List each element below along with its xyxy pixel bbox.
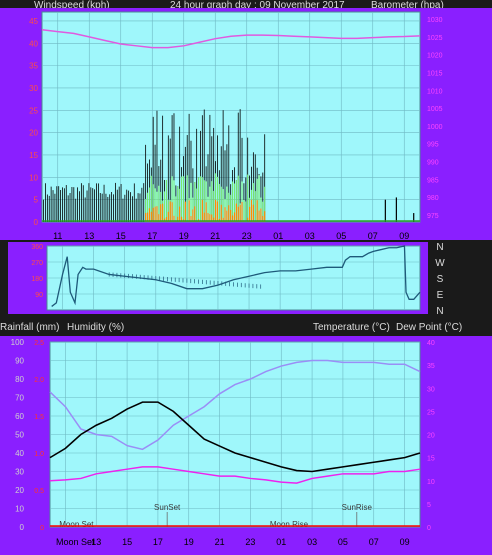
wind-tick-label: 45 (29, 17, 38, 26)
humidity-tick-label: 100 (11, 338, 25, 347)
wind-tick-label: 25 (29, 106, 38, 115)
temperature-tick-label: 25 (427, 409, 435, 416)
time-tick-label: 09 (399, 231, 409, 241)
moon-set-bottom-label: Moon Set (56, 537, 95, 547)
temperature-tick-label: 10 (427, 479, 435, 486)
humidity-tick-label: 60 (15, 412, 24, 421)
time-tick-label: 19 (184, 537, 194, 547)
time-tick-label: 13 (91, 537, 101, 547)
barometer-tick-label: 1005 (427, 106, 443, 113)
time-tick-label: 15 (116, 231, 126, 241)
direction-tick-label: 270 (31, 260, 43, 267)
barometer-series-line (41, 29, 421, 49)
compass-label: N (436, 242, 443, 253)
time-tick-label: 13 (84, 231, 94, 241)
event-annotation: SunRise (342, 503, 373, 512)
humidity-tick-label: 30 (15, 468, 24, 477)
barometer-tick-label: 1010 (427, 88, 443, 95)
event-annotation: Moon Set (59, 520, 94, 529)
time-tick-label: 03 (307, 537, 317, 547)
wind-tick-label: 35 (29, 62, 38, 71)
wind-tick-label: 5 (34, 196, 39, 205)
time-tick-label: 17 (147, 231, 157, 241)
time-tick-label: 01 (276, 537, 286, 547)
direction-tick-label: 90 (35, 292, 43, 299)
dewpoint-series-line (49, 466, 421, 484)
humidity-tick-label: 40 (15, 449, 24, 458)
time-tick-label: 07 (369, 537, 379, 547)
time-tick-label: 23 (245, 537, 255, 547)
barometer-tick-label: 1000 (427, 124, 443, 131)
compass-label: E (437, 290, 444, 301)
barometer-tick-label: 975 (427, 213, 439, 220)
wind-tick-label: 20 (29, 129, 38, 138)
wind-direction-series-line (51, 245, 421, 307)
rain-tick-label: 1.0 (34, 451, 44, 458)
barometer-tick-label: 1020 (427, 53, 443, 60)
time-tick-label: 03 (305, 231, 315, 241)
compass-label: W (435, 258, 445, 269)
humidity-tick-label: 0 (20, 523, 25, 532)
humidity-series-line (49, 359, 421, 451)
wind-tick-label: 30 (29, 84, 38, 93)
temperature-tick-label: 0 (427, 525, 431, 532)
temperature-tick-label: 15 (427, 456, 435, 463)
time-tick-label: 19 (179, 231, 189, 241)
time-tick-label: 17 (153, 537, 163, 547)
barometer-tick-label: 1030 (427, 17, 443, 24)
temperature-tick-label: 30 (427, 386, 435, 393)
humidity-tick-label: 20 (15, 486, 24, 495)
time-tick-label: 15 (122, 537, 132, 547)
temperature-tick-label: 5 (427, 502, 431, 509)
barometer-tick-label: 1025 (427, 35, 443, 42)
wind-tick-label: 10 (29, 173, 38, 182)
temperature-series-line (49, 401, 421, 473)
rain-tick-label: 2.0 (34, 377, 44, 384)
time-tick-label: 05 (338, 537, 348, 547)
rain-tick-label: 0 (40, 525, 44, 532)
humidity-tick-label: 70 (15, 394, 24, 403)
wind-tick-label: 15 (29, 151, 38, 160)
time-tick-label: 09 (400, 537, 410, 547)
wind-tick-label: 40 (29, 39, 38, 48)
direction-tick-label: 360 (31, 244, 43, 251)
humidity-tick-label: 80 (15, 375, 24, 384)
barometer-tick-label: 995 (427, 142, 439, 149)
compass-label: N (436, 306, 443, 317)
time-tick-label: 01 (273, 231, 283, 241)
time-tick-label: 21 (215, 537, 225, 547)
direction-tick-label: 180 (31, 276, 43, 283)
barometer-tick-label: 980 (427, 195, 439, 202)
humidity-tick-label: 50 (15, 431, 24, 440)
rain-tick-label: 1.5 (34, 414, 44, 421)
time-tick-label: 05 (336, 231, 346, 241)
rainfall-axis-label: Rainfall (mm) (0, 322, 60, 333)
barometer-axis-label: Barometer (hpa) (371, 0, 444, 11)
barometer-tick-label: 1015 (427, 71, 443, 78)
humidity-tick-label: 10 (15, 505, 24, 514)
rain-tick-label: 0.5 (34, 488, 44, 495)
graph-title: 24 hour graph day : 09 November 2017 (170, 0, 345, 11)
time-tick-label: 23 (242, 231, 252, 241)
event-annotation: Moon Rise (270, 520, 309, 529)
temperature-tick-label: 20 (427, 433, 435, 440)
event-annotation: SunSet (154, 503, 181, 512)
barometer-tick-label: 990 (427, 159, 439, 166)
rain-tick-label: 2.5 (34, 340, 44, 347)
compass-label: S (437, 274, 444, 285)
barometer-tick-label: 985 (427, 177, 439, 184)
humidity-tick-label: 90 (15, 357, 24, 366)
wind-tick-label: 0 (34, 218, 39, 227)
temperature-tick-label: 35 (427, 363, 435, 370)
time-tick-label: 11 (53, 231, 62, 241)
temperature-tick-label: 40 (427, 340, 435, 347)
temperature-axis-label: Temperature (°C) (313, 322, 390, 333)
dewpoint-axis-label: Dew Point (°C) (396, 322, 463, 333)
windspeed-axis-label: Windspeed (kph) (34, 0, 110, 11)
humidity-axis-label: Humidity (%) (67, 322, 125, 333)
time-tick-label: 21 (210, 231, 220, 241)
time-tick-label: 07 (368, 231, 378, 241)
